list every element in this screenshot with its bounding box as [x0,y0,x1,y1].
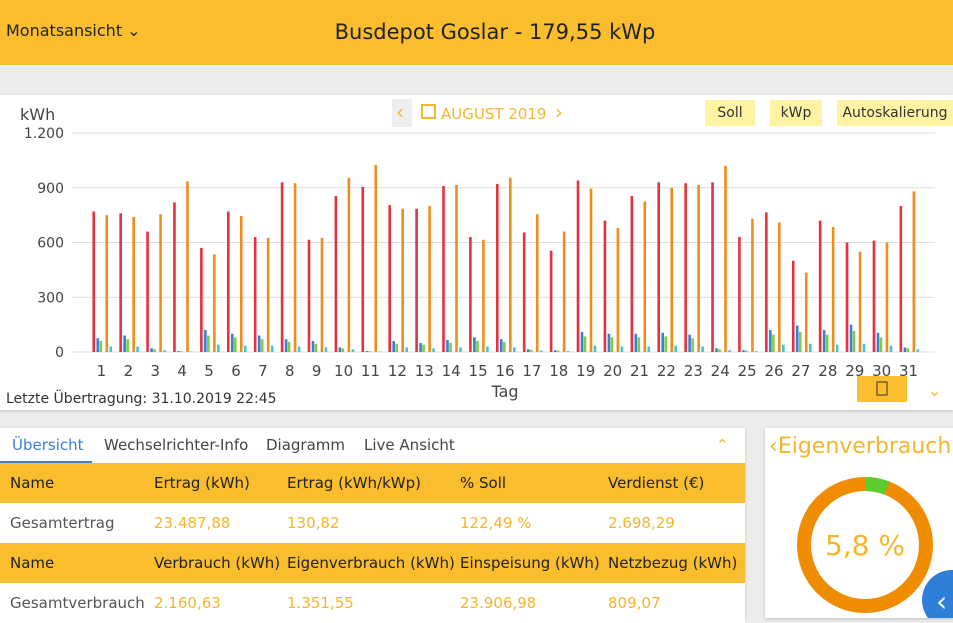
cell: 23.487,88 [154,514,231,532]
soll-button[interactable]: Soll [705,100,755,126]
tab[interactable]: Diagramm [266,436,346,454]
column-header: Einspeisung (kWh) [460,554,600,572]
column-header: Verdienst (€) [608,474,705,492]
eigen-title: ‹Eigenverbrauch [769,434,952,459]
tabs: Übersicht Wechselrichter-Info Diagramm L… [0,428,745,464]
cell: 2.160,63 [154,594,221,612]
chart-card [0,95,953,410]
header: Monatsansicht ⌄ Busdepot Goslar - 179,55… [0,0,953,65]
column-header: Verbrauch (kWh) [154,554,281,572]
cell: Gesamtertrag [10,514,115,532]
cell: 1.351,55 [287,594,354,612]
collapse-arrow[interactable]: ⌃ [716,436,729,454]
column-header: Ertrag (kWh) [154,474,250,492]
cell: 2.698,29 [608,514,675,532]
column-header: Ertrag (kWh/kWp) [287,474,421,492]
kwp-button[interactable]: kWp [770,100,822,126]
cell: Gesamtverbrauch [10,594,145,612]
table-row: Gesamtverbrauch 2.160,63 1.351,55 23.906,98… [0,583,745,623]
column-header: Name [10,554,55,572]
table-header-row: Name Verbrauch (kWh) Eigenverbrauch (kWh) E… [0,543,745,583]
cell: 130,82 [287,514,340,532]
view-selector[interactable]: Monatsansicht ⌄ [6,21,141,40]
column-header: % Soll [460,474,507,492]
eigen-card: ‹Eigenverbrauch [765,428,953,618]
table-header-row: Name Ertrag (kWh) Ertrag (kWh/kWp) % Soll Ve… [0,463,745,503]
view-label[interactable]: Monatsansicht [6,21,123,40]
tab[interactable]: Live Ansicht [364,436,455,454]
tab[interactable]: Wechselrichter-Info [104,436,249,454]
column-header: Name [10,474,55,492]
cell: 122,49 % [460,514,532,532]
tab-underline [0,461,92,463]
table-row: Gesamtertrag 23.487,88 130,82 122,49 % 2.698… [0,503,745,543]
autoscale-button[interactable]: Autoskalierung [837,100,953,126]
page-title: Busdepot Goslar - 179,55 kWp [334,20,656,44]
eigen-title-text: Eigenverbrauch [777,434,952,459]
cell: 809,07 [608,594,661,612]
column-header: Netzbezug (kWh) [608,554,738,572]
cell: 23.906,98 [460,594,537,612]
column-header: Eigenverbrauch (kWh) [287,554,455,572]
tab[interactable]: Übersicht [12,436,84,454]
